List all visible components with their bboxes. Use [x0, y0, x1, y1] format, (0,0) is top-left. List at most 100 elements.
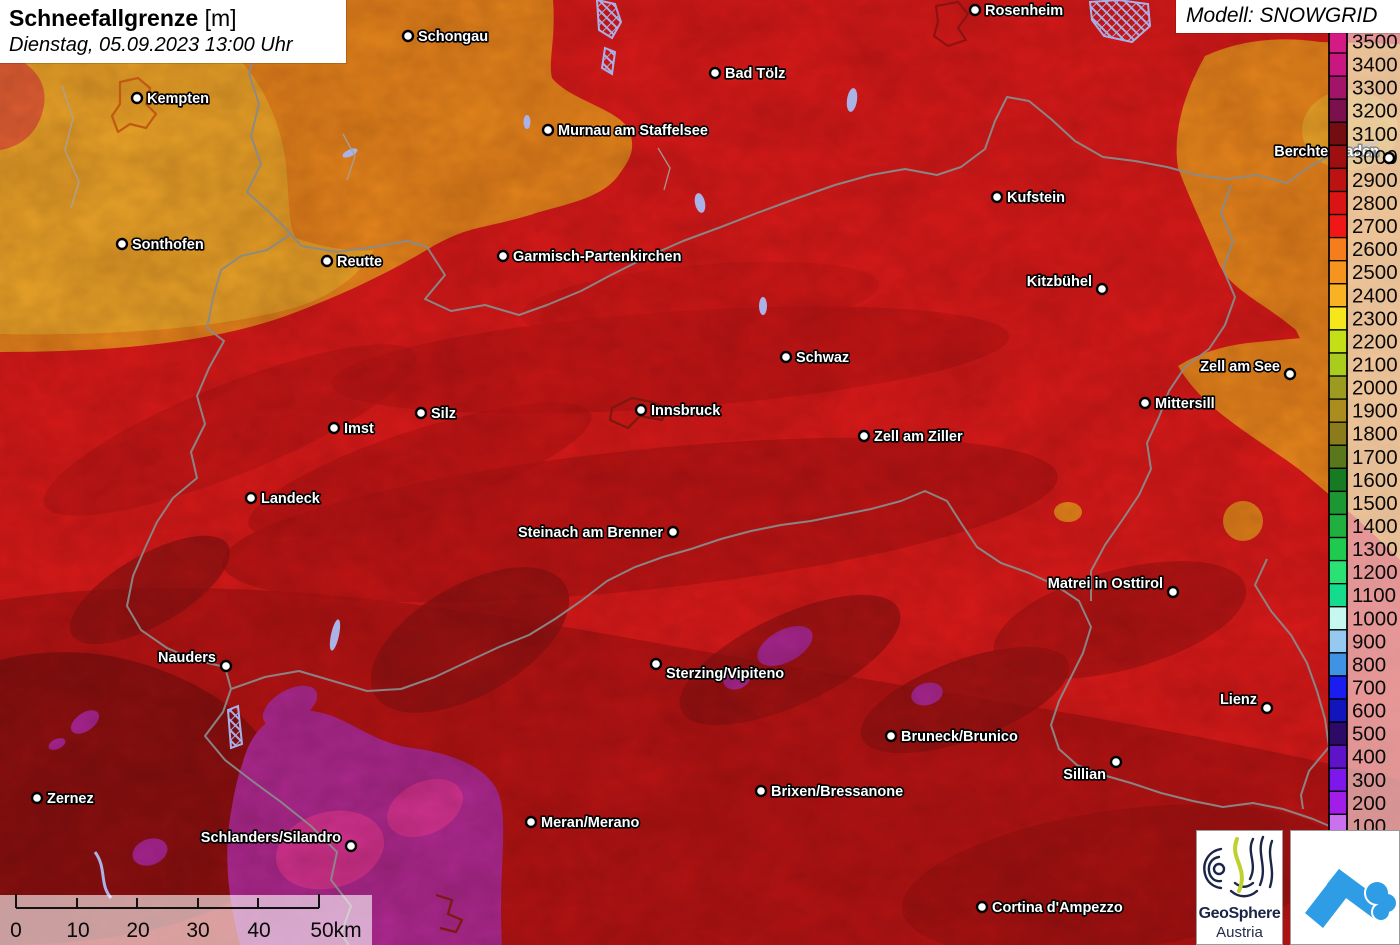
- city-label: Steinach am Brenner: [518, 525, 663, 541]
- city-marker: [1138, 396, 1152, 410]
- legend-swatch-3000: [1328, 144, 1348, 170]
- legend-swatch-1200: [1328, 559, 1348, 585]
- geosphere-logo-box: GeoSphere Austria: [1196, 830, 1283, 945]
- legend-value-2600: 2600: [1352, 238, 1398, 261]
- border-at-ch: [126, 233, 352, 945]
- legend-swatch-2300: [1328, 306, 1348, 331]
- city-label: Schongau: [418, 29, 488, 45]
- city-marker: [130, 91, 144, 105]
- legend-value-200: 200: [1352, 792, 1386, 815]
- city-marker: [990, 190, 1004, 204]
- legend-value-1600: 1600: [1352, 469, 1398, 492]
- legend-swatch-2600: [1328, 236, 1348, 262]
- city-label: Brixen/Bressanone: [771, 784, 903, 800]
- city-marker: [857, 429, 871, 443]
- city-marker: [541, 123, 555, 137]
- lake-hatched: [595, 0, 623, 40]
- mountain-cloud-icon: [1305, 869, 1398, 928]
- legend-swatch-2400: [1328, 283, 1348, 308]
- city-label: Zernez: [47, 791, 94, 807]
- city-outlines: [110, 0, 970, 934]
- legend-value-2800: 2800: [1352, 192, 1398, 215]
- title-datetime: Dienstag, 05.09.2023 13:00 Uhr: [9, 34, 293, 56]
- city-marker: [1260, 701, 1274, 715]
- city-label: Kufstein: [1007, 190, 1065, 206]
- legend-value-2900: 2900: [1352, 169, 1398, 192]
- scale-label: 0: [10, 919, 22, 942]
- legend-value-2400: 2400: [1352, 284, 1398, 307]
- scale-label: 30: [186, 919, 209, 942]
- city-marker: [401, 29, 415, 43]
- legend-swatch-1400: [1328, 513, 1348, 539]
- city-marker: [115, 237, 129, 251]
- outline-rosenheim: [932, 0, 970, 48]
- scale-label: 20: [126, 919, 149, 942]
- geosphere-org-name: GeoSphere: [1198, 905, 1281, 922]
- lake-hatched: [600, 46, 617, 76]
- legend-swatch-2800: [1328, 190, 1348, 216]
- legend-value-2000: 2000: [1352, 377, 1398, 400]
- city-marker: [634, 403, 648, 417]
- city-label: Lienz: [1220, 692, 1257, 708]
- city-marker: [666, 525, 680, 539]
- city-label: Schlanders/Silandro: [201, 830, 341, 846]
- city-label: Murnau am Staffelsee: [558, 123, 708, 139]
- legend-swatch-500: [1328, 721, 1348, 746]
- page-title: Schneefallgrenze [m]: [9, 5, 336, 32]
- legend-value-300: 300: [1352, 769, 1386, 792]
- legend-value-500: 500: [1352, 723, 1386, 746]
- legend-swatch-3100: [1328, 121, 1348, 146]
- border-at-it: [230, 490, 1370, 840]
- legend-swatch-2000: [1328, 375, 1348, 400]
- city-label: Matrei in Osttirol: [1048, 576, 1163, 592]
- city-marker: [30, 791, 44, 805]
- legend-swatch-3200: [1328, 98, 1348, 123]
- city-marker: [327, 421, 341, 435]
- legend-value-600: 600: [1352, 700, 1386, 723]
- legend-swatch-3400: [1328, 52, 1348, 77]
- border-osttirol-kaernten: [1254, 558, 1330, 810]
- legend-swatch-1500: [1328, 490, 1348, 516]
- city-label: Silz: [431, 406, 456, 422]
- city-marker: [496, 249, 510, 263]
- city-marker: [968, 3, 982, 17]
- legend-swatch-2200: [1328, 329, 1348, 354]
- lake: [846, 88, 858, 112]
- legend-value-700: 700: [1352, 676, 1386, 699]
- legend-value-1900: 1900: [1352, 400, 1398, 423]
- city-marker: [1109, 755, 1123, 769]
- legend-swatch-1600: [1328, 467, 1348, 493]
- outline-kempten: [110, 76, 158, 134]
- border-de-at-north: [300, 96, 1379, 316]
- legend-swatch-1900: [1328, 398, 1348, 423]
- legend-value-1500: 1500: [1352, 492, 1398, 515]
- city-label: Zell am See: [1200, 359, 1280, 375]
- lakes: [93, 0, 1152, 899]
- outline-small: [435, 893, 464, 934]
- model-name: Modell: SNOWGRID: [1186, 4, 1378, 27]
- lake: [342, 148, 358, 158]
- model-label-box: Modell: SNOWGRID: [1176, 0, 1400, 33]
- legend-value-1100: 1100: [1352, 584, 1396, 607]
- city-label: Mittersill: [1155, 396, 1215, 412]
- city-label: Nauders: [158, 650, 216, 666]
- title-parameter: Schneefallgrenze: [9, 5, 199, 31]
- city-marker: [1166, 585, 1180, 599]
- city-label: Sterzing/Vipiteno: [666, 666, 784, 682]
- legend-swatch-2700: [1328, 213, 1348, 239]
- legend-swatch-900: [1328, 629, 1348, 654]
- city-marker: [1095, 282, 1109, 296]
- legend-value-3300: 3300: [1352, 77, 1398, 100]
- city-marker: [524, 815, 538, 829]
- legend-value-2500: 2500: [1352, 261, 1398, 284]
- legend-value-2200: 2200: [1352, 330, 1398, 353]
- city-marker: [975, 900, 989, 914]
- title-unit: [m]: [198, 5, 237, 31]
- legend-value-1700: 1700: [1352, 446, 1398, 469]
- legend-value-2100: 2100: [1352, 354, 1398, 377]
- city-label: Bruneck/Brunico: [901, 729, 1018, 745]
- legend-value-1000: 1000: [1352, 607, 1398, 630]
- city-marker: [219, 659, 233, 673]
